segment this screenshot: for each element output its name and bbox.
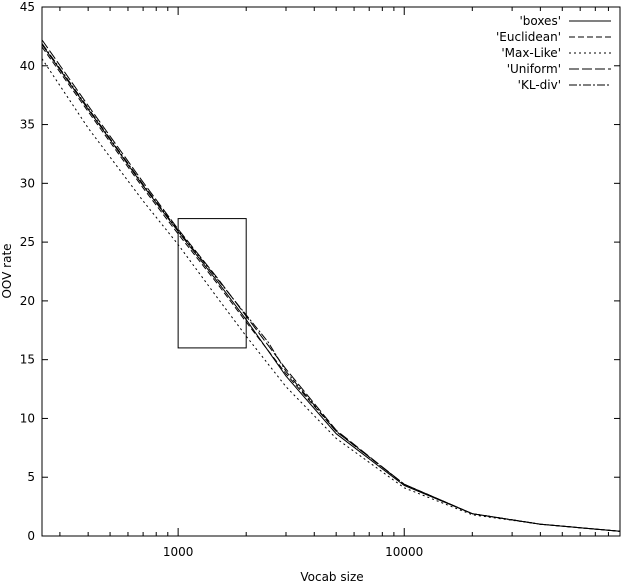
x-axis-title: Vocab size <box>300 570 363 584</box>
x-tick-label: 1000 <box>163 545 194 559</box>
y-tick-label: 15 <box>20 353 35 367</box>
series-line-2 <box>41 46 621 532</box>
series-line-1 <box>41 44 621 532</box>
y-tick-label: 40 <box>20 59 35 73</box>
y-tick-label: 30 <box>20 176 35 190</box>
legend-label: 'Euclidean' <box>496 30 561 44</box>
legend-label: 'boxes' <box>519 14 561 28</box>
series-line-4 <box>41 39 621 532</box>
y-tick-label: 0 <box>27 529 35 543</box>
plot-frame <box>41 6 621 537</box>
legend-label: 'Max-Like' <box>501 46 561 60</box>
y-tick-label: 10 <box>20 411 35 425</box>
y-tick-label: 45 <box>20 0 35 14</box>
y-tick-label: 35 <box>20 118 35 132</box>
series-line-3 <box>41 58 621 532</box>
legend-label: 'KL-div' <box>518 78 561 92</box>
plot-layer: 0 5 10 15 20 25 30 35 40 45 1000 10000 'boxes' 'Eucli… <box>20 0 621 559</box>
zoom-box-annotation <box>177 218 247 349</box>
y-axis-title: OOV rate <box>0 243 14 298</box>
y-tick-label: 20 <box>20 294 35 308</box>
legend-label: 'Uniform' <box>507 62 561 76</box>
series-line-5 <box>41 43 621 532</box>
y-tick-label: 5 <box>27 470 35 484</box>
y-tick-label: 25 <box>20 235 35 249</box>
x-tick-label: 10000 <box>385 545 423 559</box>
